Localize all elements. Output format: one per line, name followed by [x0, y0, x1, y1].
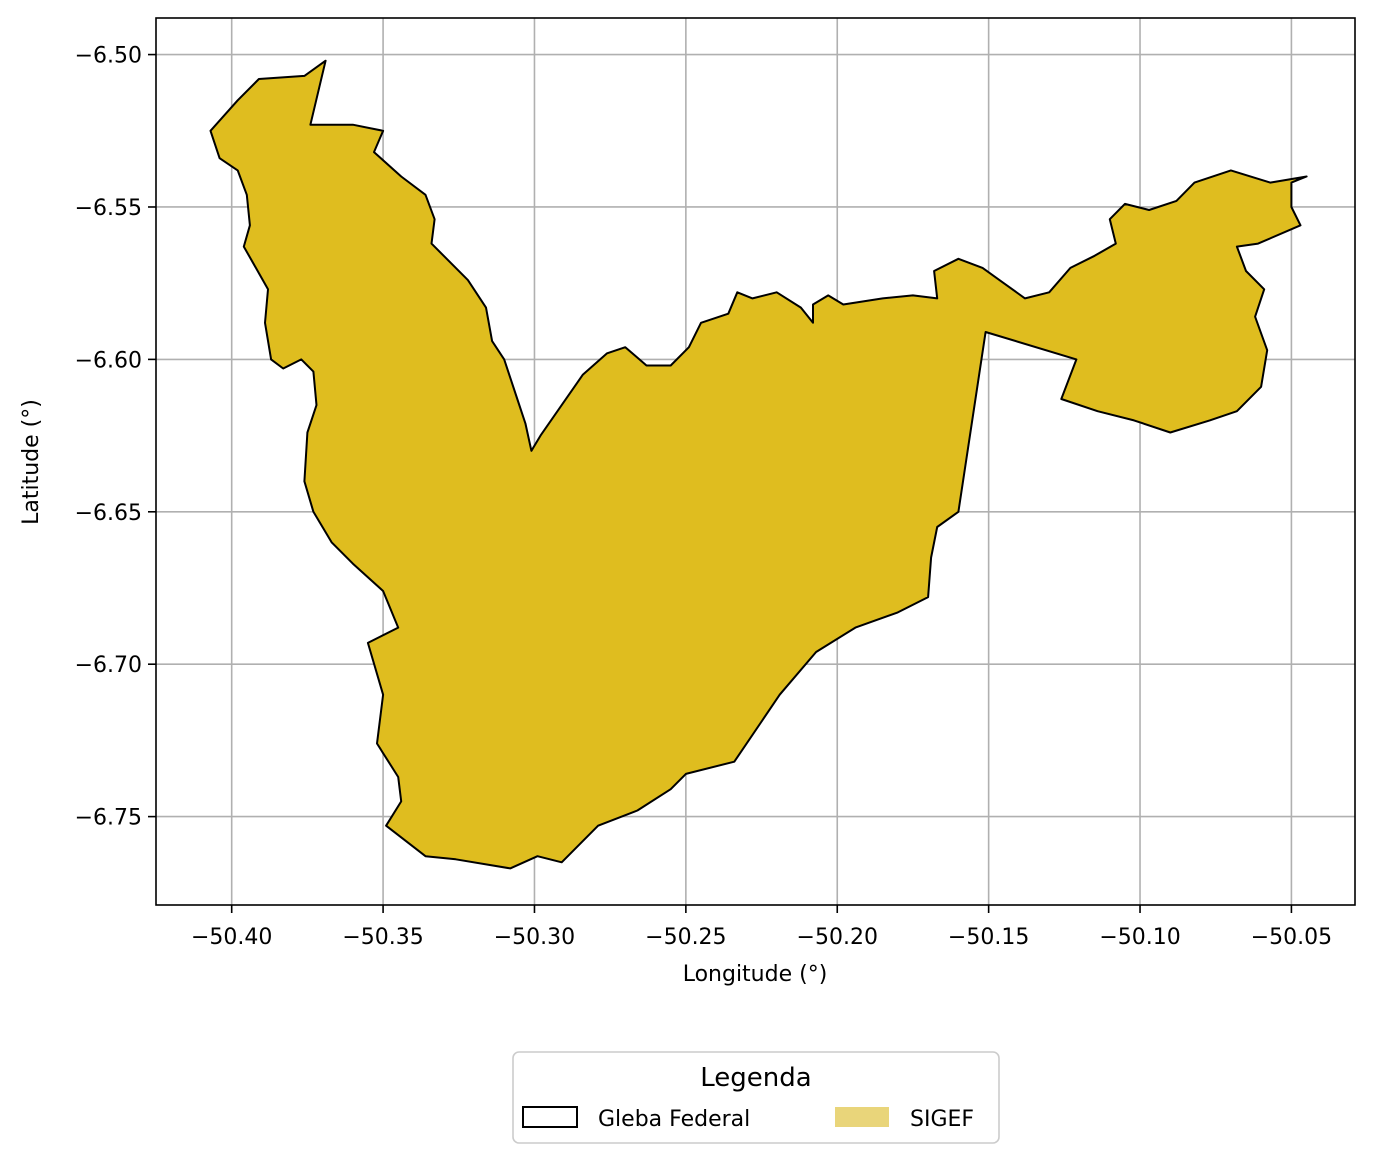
map-shapes: [209, 59, 1308, 870]
x-tick-label: −50.30: [494, 925, 575, 950]
y-tick-label: −6.75: [75, 806, 142, 831]
x-axis-label: Longitude (°): [683, 962, 828, 987]
x-tick-label: −50.05: [1251, 925, 1332, 950]
y-tick-label: −6.50: [75, 44, 142, 69]
y-axis-label: Latitude (°): [19, 399, 44, 525]
x-axis-ticks: −50.40 −50.35 −50.30 −50.25 −50.20 −50.15 −50.…: [191, 905, 1332, 950]
y-tick-label: −6.55: [75, 196, 142, 221]
plot-frame: [155, 17, 1356, 906]
legend-label-sigef: SIGEF: [910, 1107, 974, 1132]
x-tick-label: −50.40: [191, 925, 272, 950]
x-tick-label: −50.35: [342, 925, 423, 950]
legend-swatch-sigef: [835, 1107, 889, 1127]
gleba-federal-polygon: [209, 59, 1308, 870]
y-axis-ticks: −6.50 −6.55 −6.60 −6.65 −6.70 −6.75: [75, 44, 156, 831]
legend-swatch-gleba-federal: [522, 1106, 578, 1128]
y-tick-label: −6.65: [75, 501, 142, 526]
x-tick-label: −50.15: [948, 925, 1029, 950]
y-tick-label: −6.60: [75, 348, 142, 373]
legend-label-gleba-federal: Gleba Federal: [598, 1107, 750, 1132]
legend: Legenda Gleba Federal SIGEF: [512, 1051, 1000, 1144]
y-tick-label: −6.70: [75, 653, 142, 678]
x-tick-label: −50.20: [797, 925, 878, 950]
legend-title: Legenda: [700, 1063, 811, 1093]
x-tick-label: −50.10: [1099, 925, 1180, 950]
x-tick-label: −50.25: [645, 925, 726, 950]
